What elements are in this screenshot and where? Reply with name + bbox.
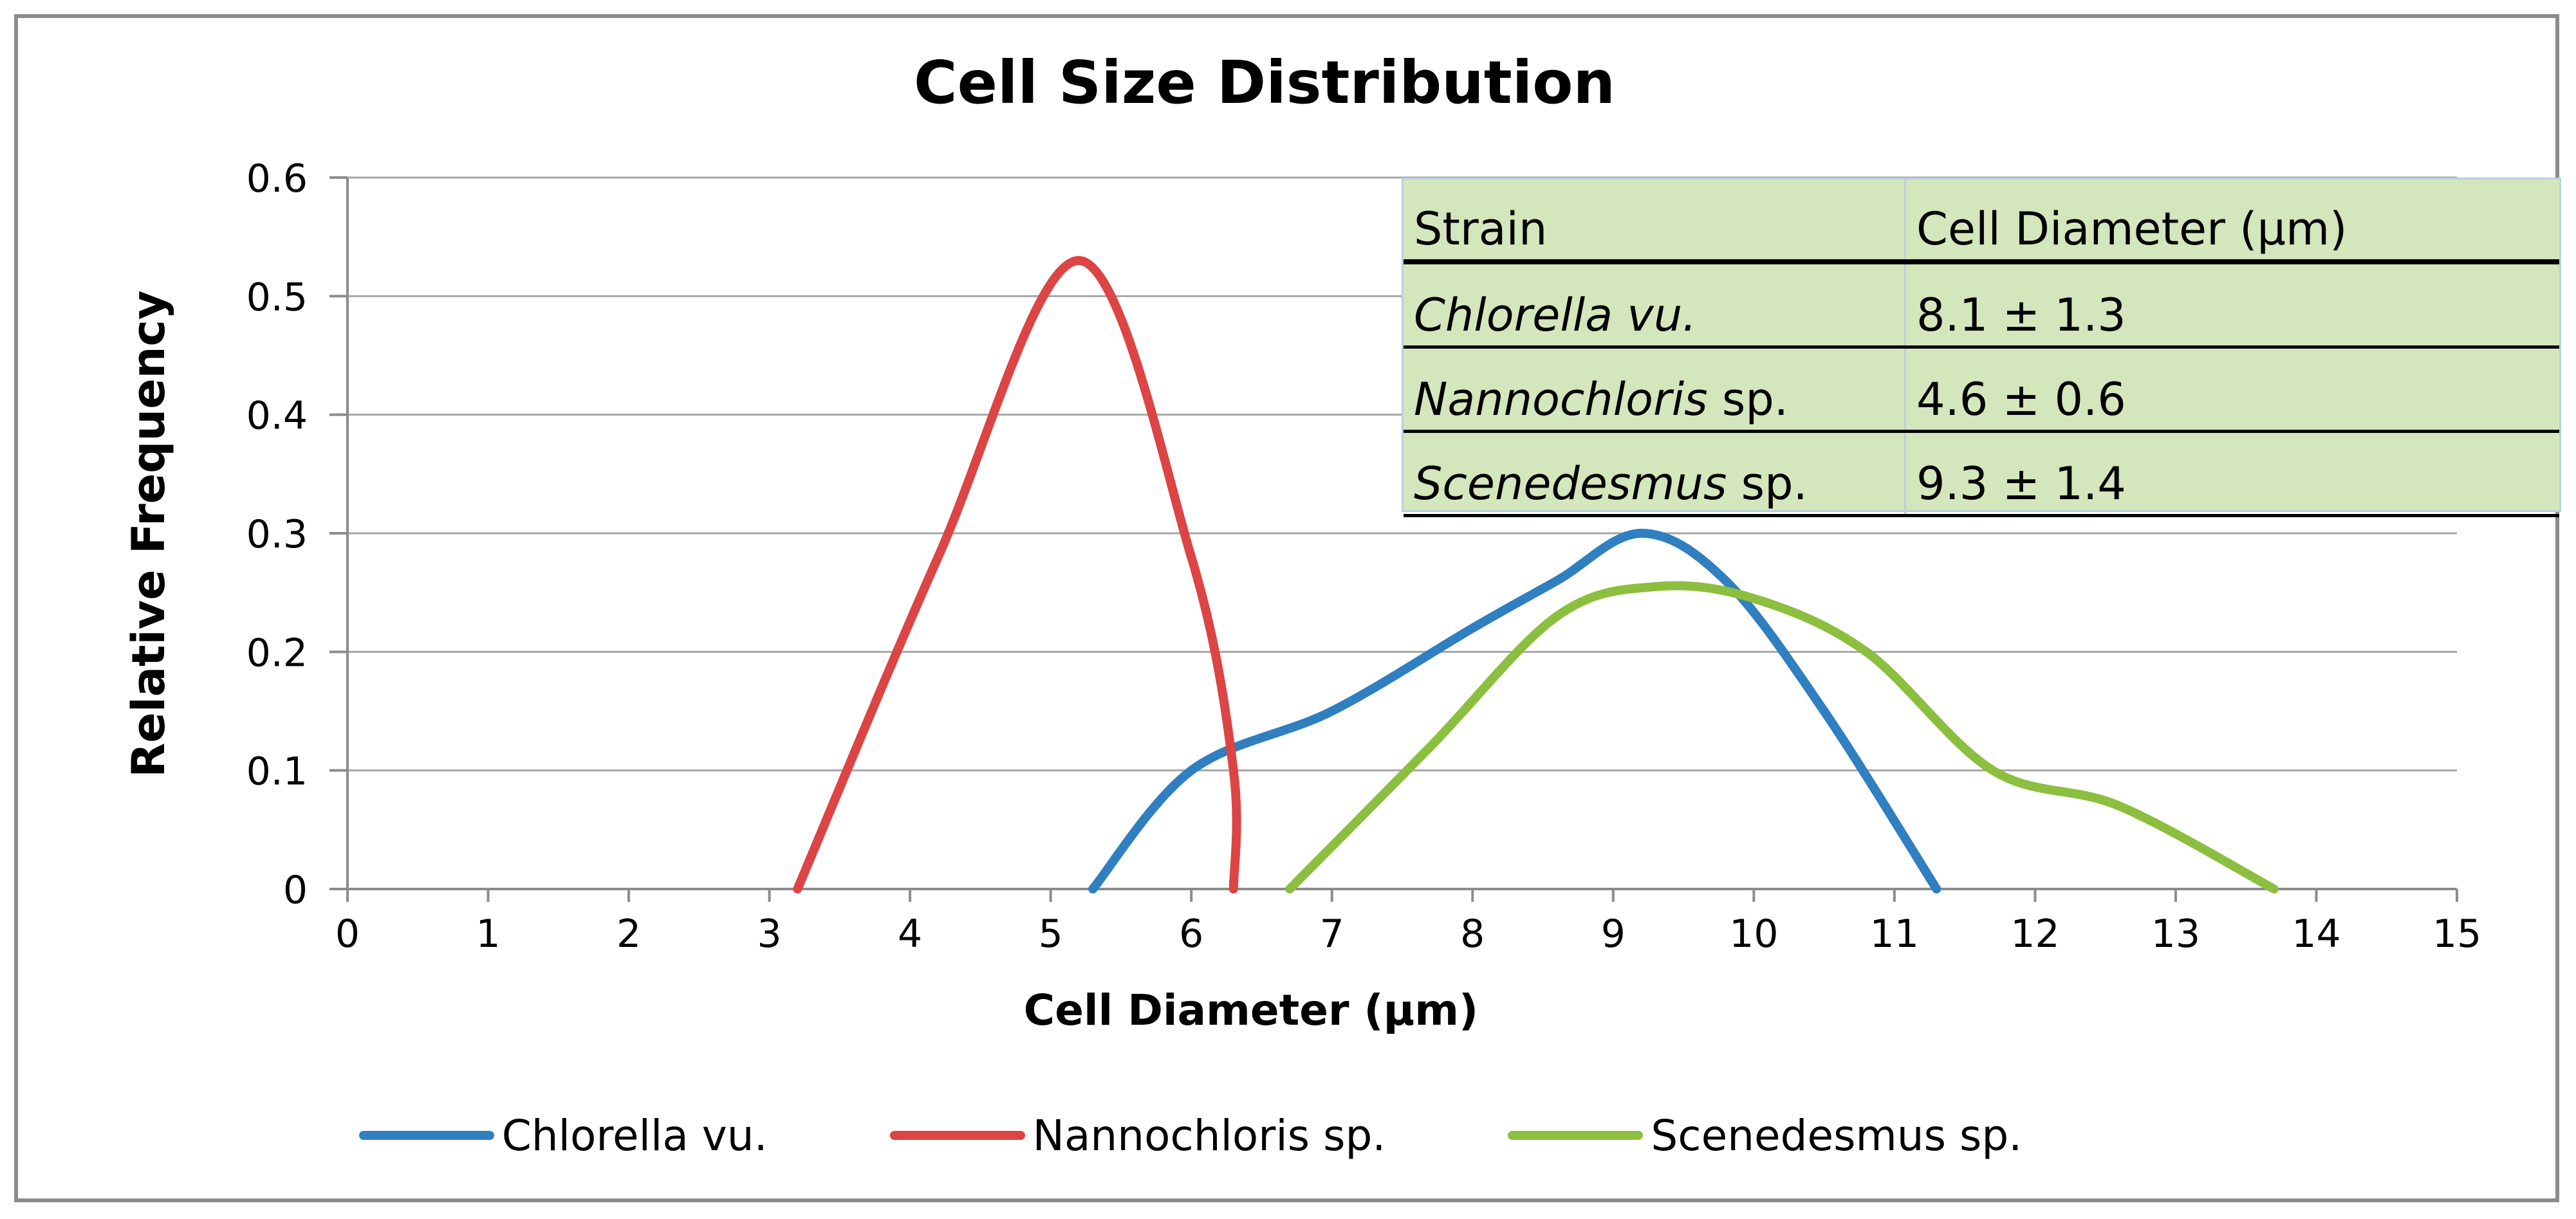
strain-diameter: 9.3 ± 1.4	[1905, 431, 2559, 517]
x-tick-label: 9	[1601, 912, 1626, 957]
legend-item-scenedesmus: Scenedesmus sp.	[1508, 1111, 2022, 1160]
y-tick-label: 0.4	[246, 394, 308, 439]
series-lines	[793, 256, 2279, 894]
legend-swatch	[358, 1131, 494, 1140]
table-row: Chlorella vu. 8.1 ± 1.3	[1404, 262, 2559, 349]
y-tick-label: 0.2	[246, 630, 308, 675]
y-tick-label: 0	[283, 868, 308, 913]
strain-genus: Chlorella vu.	[1414, 289, 1697, 342]
table-header-row: Strain Cell Diameter (µm)	[1404, 179, 2559, 264]
strain-diameter: 8.1 ± 1.3	[1905, 262, 2559, 349]
chart-title: Cell Size Distribution	[914, 48, 1615, 117]
x-tick-label: 2	[616, 912, 641, 957]
x-tick-label: 7	[1320, 912, 1344, 957]
table-row: Scenedesmus sp. 9.3 ± 1.4	[1404, 431, 2559, 517]
legend-swatch	[1508, 1131, 1644, 1140]
strain-summary-table: Strain Cell Diameter (µm) Chlorella vu. …	[1402, 178, 2561, 517]
x-tick-label: 5	[1039, 912, 1063, 957]
x-tick-label: 8	[1460, 912, 1485, 957]
table-row: Nannochloris sp. 4.6 ± 0.6	[1404, 347, 2559, 433]
x-tick-label: 3	[757, 912, 782, 957]
y-tick-label: 0.5	[246, 275, 308, 320]
axes	[329, 176, 2458, 902]
x-axis-label: Cell Diameter (µm)	[1024, 985, 1478, 1035]
strain-suffix: sp.	[1707, 373, 1789, 426]
x-tick-label: 10	[1729, 912, 1778, 957]
x-tick-label: 4	[898, 912, 922, 957]
chart-legend: Chlorella vu. Nannochloris sp. Scenedesm…	[0, 1110, 2381, 1161]
series-line-chlorella	[1088, 529, 1941, 894]
strain-diameter: 4.6 ± 0.6	[1905, 347, 2559, 433]
legend-label: Chlorella vu.	[501, 1110, 768, 1160]
legend-item-chlorella: Chlorella vu.	[358, 1110, 768, 1160]
header-cell-diameter: Cell Diameter (µm)	[1905, 179, 2559, 264]
header-strain: Strain	[1404, 179, 1906, 264]
x-tick-label: 1	[476, 912, 500, 957]
x-tick-label: 15	[2432, 912, 2481, 957]
series-line-scenedesmus	[1285, 581, 2279, 894]
x-tick-label: 12	[2010, 912, 2059, 957]
series-line-nannochloris	[793, 256, 1241, 894]
x-tick-label: 6	[1179, 912, 1203, 957]
strain-name: Scenedesmus sp.	[1404, 431, 1906, 517]
x-tick-label: 14	[2292, 912, 2340, 957]
legend-label: Scenedesmus sp.	[1651, 1110, 2023, 1160]
y-tick-label: 0.6	[246, 156, 308, 201]
strain-genus: Scenedesmus	[1414, 457, 1727, 510]
y-tick-label: 0.3	[246, 512, 308, 557]
legend-swatch	[889, 1131, 1025, 1140]
strain-genus: Nannochloris	[1414, 373, 1708, 426]
strain-name: Chlorella vu.	[1404, 262, 1906, 349]
x-tick-label: 11	[1870, 912, 1919, 957]
x-tick-label: 13	[2151, 912, 2200, 957]
y-axis-label: Relative Frequency	[122, 290, 175, 777]
y-tick-label: 0.1	[246, 749, 308, 794]
tick-labels: 00.10.20.30.40.50.60 1 2 3 4 5 6 7 8 9 10 11 12 13 14 1…	[246, 156, 2482, 957]
strain-name: Nannochloris sp.	[1404, 347, 1906, 433]
strain-suffix: sp.	[1727, 457, 1808, 510]
legend-label: Nannochloris sp.	[1032, 1110, 1386, 1160]
x-tick-label: 0	[335, 912, 360, 957]
legend-item-nannochloris: Nannochloris sp.	[889, 1110, 1386, 1160]
